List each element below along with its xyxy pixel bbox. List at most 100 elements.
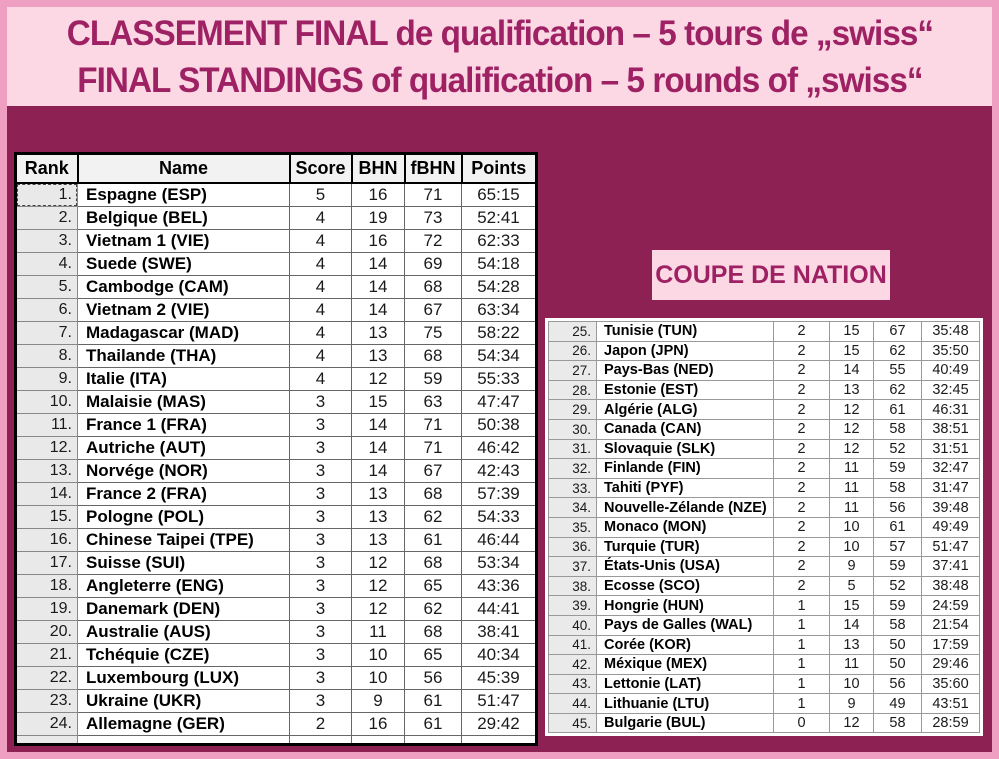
points-cell: 46:42 [461, 436, 537, 460]
fbhn-cell: 65 [404, 574, 462, 598]
bhn-cell: 13 [829, 379, 874, 401]
title-band: CLASSEMENT FINAL de qualification – 5 to… [7, 7, 992, 106]
bhn-cell: 10 [829, 673, 874, 695]
points-cell: 40:34 [461, 643, 537, 667]
bhn-cell: 9 [829, 556, 874, 577]
fbhn-cell: 71 [404, 436, 462, 460]
fbhn-cell: 52 [873, 438, 922, 460]
bhn-cell: 12 [351, 367, 405, 391]
bhn-cell: 10 [351, 666, 405, 690]
table-row: 30. Canada (CAN) 2 12 58 38:51 [548, 418, 980, 440]
fbhn-cell: 59 [404, 367, 462, 391]
rank-cell: 14. [15, 482, 78, 506]
score-cell: 2 [773, 477, 830, 499]
name-cell: Tunisie (TUN) [596, 321, 774, 342]
points-cell: 46:44 [461, 528, 537, 552]
points-cell: 63:34 [461, 298, 537, 322]
table-row: 15. Pologne (POL) 3 13 62 54:33 [15, 505, 537, 529]
empty-cell [351, 735, 405, 745]
fbhn-cell: 52 [873, 575, 922, 597]
name-cell: Angleterre (ENG) [77, 574, 290, 598]
points-cell: 45:39 [461, 666, 537, 690]
table-row: 32. Finlande (FIN) 2 11 59 32:47 [548, 458, 980, 479]
fbhn-cell: 59 [873, 458, 922, 479]
fbhn-cell: 58 [873, 712, 922, 734]
points-cell: 17:59 [921, 634, 980, 656]
bhn-cell: 13 [351, 528, 405, 552]
bhn-cell: 16 [351, 229, 405, 253]
fbhn-cell: 67 [873, 321, 922, 342]
table-row: 3. Vietnam 1 (VIE) 4 16 72 62:33 [15, 229, 537, 253]
fbhn-cell: 59 [873, 595, 922, 616]
col-header-points: Points [460, 152, 538, 184]
bhn-cell: 13 [351, 321, 405, 345]
fbhn-cell: 58 [873, 418, 922, 440]
name-cell: Suisse (SUI) [77, 551, 290, 575]
empty-cell [289, 735, 352, 745]
points-cell: 51:47 [461, 689, 537, 713]
table-row: 17. Suisse (SUI) 3 12 68 53:34 [15, 551, 537, 575]
bhn-cell: 12 [351, 597, 405, 621]
bhn-cell: 15 [351, 390, 405, 414]
table-row: 4. Suede (SWE) 4 14 69 54:18 [15, 252, 537, 276]
bhn-cell: 14 [829, 614, 874, 636]
fbhn-cell: 62 [873, 340, 922, 362]
score-cell: 4 [289, 275, 352, 299]
bhn-cell: 14 [351, 413, 405, 437]
points-cell: 47:47 [461, 390, 537, 414]
col-header-rank: Rank [14, 152, 79, 184]
fbhn-cell: 75 [404, 321, 462, 345]
bhn-cell: 11 [829, 497, 874, 518]
rank-cell: 34. [548, 497, 597, 518]
fbhn-cell: 59 [873, 556, 922, 577]
bhn-cell: 11 [829, 477, 874, 499]
rank-cell: 36. [548, 536, 597, 558]
rank-cell: 24. [15, 712, 78, 736]
col-header-name: Name [76, 152, 291, 184]
rank-cell: 2. [15, 206, 78, 230]
table-row: 7. Madagascar (MAD) 4 13 75 58:22 [15, 321, 537, 345]
table-row: 42. Méxique (MEX) 1 11 50 29:46 [548, 654, 980, 675]
table-row: 1. Espagne (ESP) 5 16 71 65:15 [15, 182, 537, 207]
table-row: 19. Danemark (DEN) 3 12 62 44:41 [15, 597, 537, 621]
table-row: 28. Estonie (EST) 2 13 62 32:45 [548, 379, 980, 401]
bhn-cell: 14 [351, 459, 405, 483]
rank-cell: 26. [548, 340, 597, 362]
rank-cell: 12. [15, 436, 78, 460]
name-cell: Turquie (TUR) [596, 536, 774, 558]
bhn-cell: 12 [351, 551, 405, 575]
col-header-fbhn: fBHN [403, 152, 463, 184]
rank-cell: 21. [15, 643, 78, 667]
table-row: 34. Nouvelle-Zélande (NZE) 2 11 56 39:48 [548, 497, 980, 518]
points-cell: 42:43 [461, 459, 537, 483]
rank-cell: 11. [15, 413, 78, 437]
table-row: 43. Lettonie (LAT) 1 10 56 35:60 [548, 673, 980, 695]
rank-cell: 16. [15, 528, 78, 552]
name-cell: Nouvelle-Zélande (NZE) [596, 497, 774, 518]
score-cell: 3 [289, 505, 352, 529]
bhn-cell: 11 [829, 654, 874, 675]
name-cell: Italie (ITA) [77, 367, 290, 391]
table-row: 33. Tahiti (PYF) 2 11 58 31:47 [548, 477, 980, 499]
table-row: 26. Japon (JPN) 2 15 62 35:50 [548, 340, 980, 362]
table-row: 40. Pays de Galles (WAL) 1 14 58 21:54 [548, 614, 980, 636]
col-header-score: Score [288, 152, 353, 184]
score-cell: 1 [773, 654, 830, 675]
bhn-cell: 5 [829, 575, 874, 597]
fbhn-cell: 73 [404, 206, 462, 230]
points-cell: 43:36 [461, 574, 537, 598]
name-cell: Lithuanie (LTU) [596, 693, 774, 714]
coupe-de-nation-label: COUPE DE NATION [652, 250, 890, 300]
score-cell: 2 [773, 418, 830, 440]
score-cell: 1 [773, 595, 830, 616]
points-cell: 49:49 [921, 516, 980, 538]
fbhn-cell: 61 [404, 528, 462, 552]
score-cell: 2 [773, 340, 830, 362]
score-cell: 1 [773, 614, 830, 636]
name-cell: Bulgarie (BUL) [596, 712, 774, 734]
table-row: 44. Lithuanie (LTU) 1 9 49 43:51 [548, 693, 980, 714]
score-cell: 3 [289, 459, 352, 483]
table-row: 11. France 1 (FRA) 3 14 71 50:38 [15, 413, 537, 437]
table-row: 36. Turquie (TUR) 2 10 57 51:47 [548, 536, 980, 558]
rank-cell: 33. [548, 477, 597, 499]
